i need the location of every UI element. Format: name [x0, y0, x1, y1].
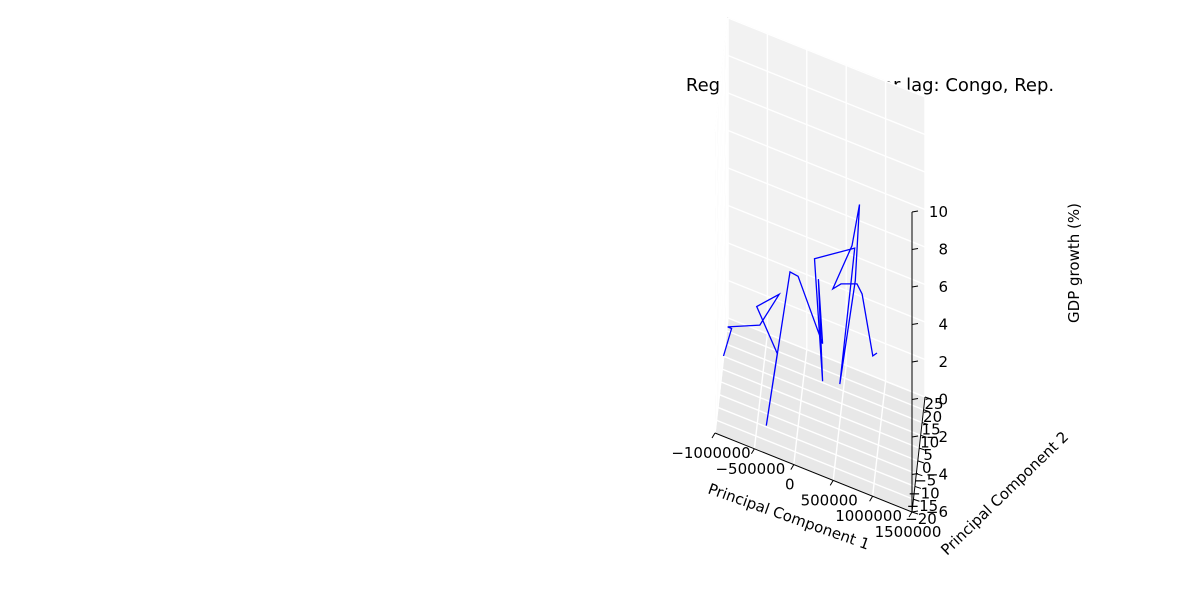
- y-tick-mark: [919, 447, 926, 451]
- y-gridline-floor: [721, 368, 920, 449]
- y-axis-line: [911, 396, 926, 513]
- z-gridline-back: [727, 54, 926, 136]
- z-tick-label: 4: [938, 316, 948, 334]
- y-gridline-floor: [716, 419, 914, 500]
- z-tick-label: 0: [938, 391, 948, 409]
- z-tick-label: −6: [926, 503, 948, 521]
- z-gridline-left: [714, 92, 729, 209]
- x-tick-label: −1000000: [671, 444, 750, 462]
- z-gridline-left: [714, 167, 729, 284]
- z-gridline-left: [714, 242, 729, 359]
- axes: −1000000−500000050000010000001500000−20−…: [671, 203, 948, 541]
- y-tick-mark: [921, 422, 929, 426]
- y-tick-mark: [914, 485, 922, 489]
- z-tick-label: 6: [938, 278, 948, 296]
- z-tick-mark: [911, 473, 919, 475]
- z-gridline-back: [727, 204, 926, 286]
- z-gridline-back: [727, 129, 926, 211]
- gridlines: [714, 17, 926, 513]
- x-gridline-floor: [753, 333, 769, 449]
- y-gridline-floor: [723, 355, 921, 436]
- x-gridline-floor: [832, 365, 847, 481]
- z-gridline-back: [727, 167, 926, 248]
- z-tick-label: −4: [926, 466, 948, 484]
- y-tick-mark: [923, 409, 930, 413]
- y-gridline-floor: [717, 406, 916, 488]
- z-gridline-back: [727, 317, 926, 398]
- z-gridline-back: [727, 242, 926, 323]
- x-tick-mark: [750, 448, 755, 455]
- x-tick-mark: [711, 432, 716, 439]
- x-tick-mark: [829, 480, 834, 486]
- y-tick-mark: [920, 434, 927, 438]
- z-gridline-left: [714, 280, 729, 396]
- x-tick-mark: [869, 495, 874, 502]
- y-tick-mark: [913, 498, 920, 502]
- x-gridline-floor: [871, 381, 887, 497]
- y-tick-label: 0: [922, 459, 932, 477]
- y-tick-label: −5: [914, 472, 936, 490]
- z-gridline-left: [714, 17, 729, 134]
- y-gridline-floor: [720, 381, 919, 462]
- z-tick-mark: [911, 248, 919, 250]
- x-tick-label: 500000: [801, 491, 858, 509]
- z-tick-label: 2: [938, 353, 948, 371]
- z-tick-mark: [911, 398, 919, 400]
- y-tick-label: 5: [923, 446, 933, 464]
- z-tick-mark: [911, 210, 919, 213]
- y-tick-label: −20: [905, 510, 937, 528]
- z-tick-label: 10: [929, 203, 948, 221]
- z-axis-label: GDP growth (%): [1065, 203, 1083, 323]
- y-gridline-floor: [724, 342, 923, 424]
- x-tick-label: 0: [785, 476, 795, 494]
- z-tick-mark: [911, 435, 919, 438]
- x-tick-label: 1500000: [875, 523, 942, 541]
- plot-area: [722, 204, 878, 426]
- x-gridline-floor: [793, 349, 808, 465]
- y-gridline-floor: [726, 330, 924, 411]
- z-gridline-left: [714, 130, 729, 246]
- z-tick-label: 8: [938, 241, 948, 259]
- z-tick-mark: [911, 323, 919, 325]
- z-gridline-back: [727, 92, 926, 173]
- z-gridline-left: [714, 55, 729, 171]
- z-tick-mark: [911, 510, 919, 513]
- y-tick-mark: [917, 460, 924, 464]
- z-tick-mark: [911, 285, 919, 288]
- z-gridline-back: [727, 17, 926, 98]
- y-gridline-floor: [719, 394, 917, 475]
- x-tick-label: 1000000: [835, 507, 902, 525]
- z-tick-label: −2: [926, 428, 948, 446]
- z-gridline-back: [727, 279, 926, 361]
- y-axis-label: Principal Component 2: [937, 428, 1072, 559]
- y-tick-label: −15: [907, 497, 939, 515]
- z-gridline-left: [714, 205, 729, 321]
- z-gridline-left: [714, 317, 729, 434]
- y-tick-label: 15: [922, 421, 941, 439]
- x-tick-mark: [908, 511, 913, 518]
- y-tick-label: 20: [923, 408, 942, 426]
- x-tick-label: −500000: [715, 460, 785, 478]
- y-tick-label: 25: [924, 395, 943, 413]
- y-tick-label: 10: [920, 433, 939, 451]
- x-axis-line: [714, 432, 913, 513]
- y-tick-mark: [924, 396, 932, 400]
- x-tick-mark: [790, 464, 795, 470]
- series-line: [722, 204, 878, 426]
- y-tick-label: −10: [908, 484, 940, 502]
- z-tick-mark: [911, 360, 919, 363]
